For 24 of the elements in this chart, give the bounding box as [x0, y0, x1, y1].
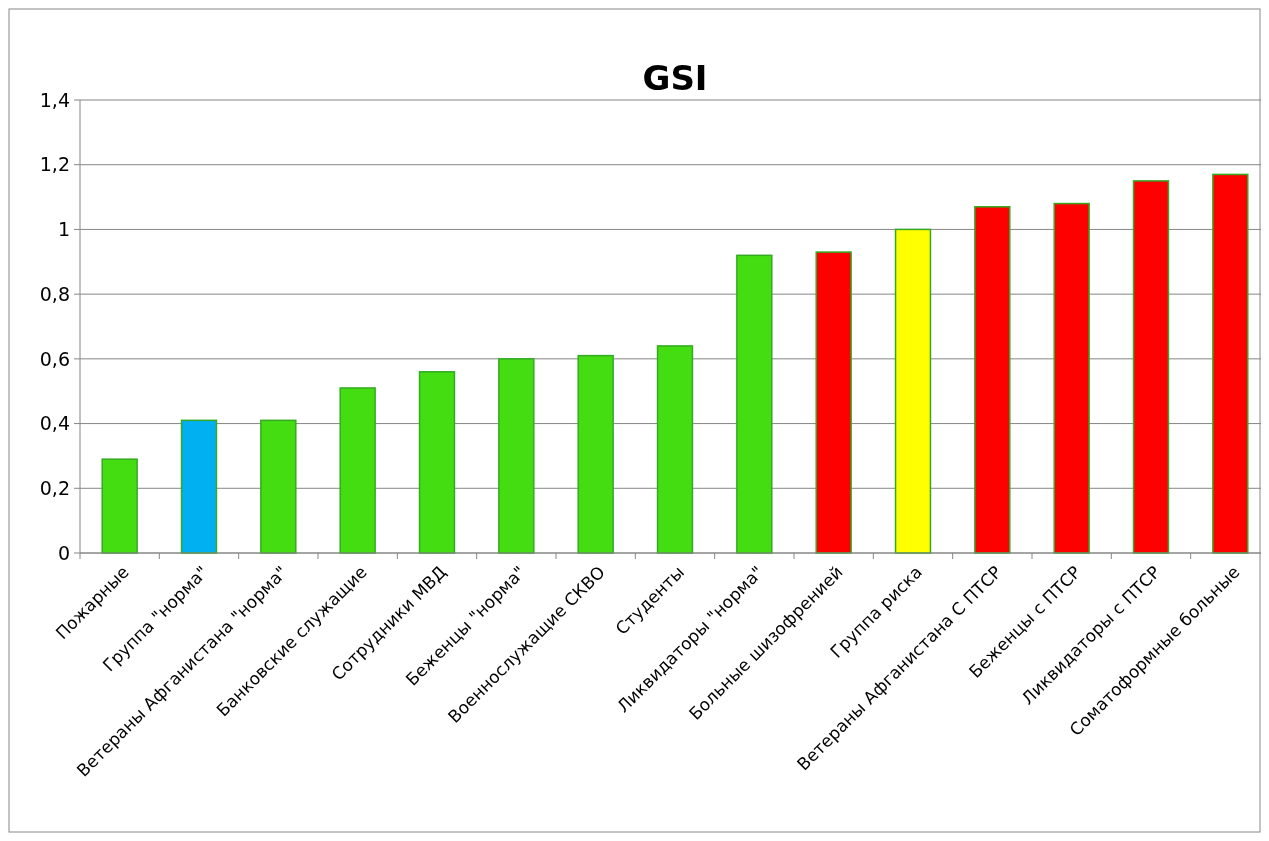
bar: [656, 345, 694, 554]
bar: [418, 371, 456, 554]
bar: [101, 458, 138, 554]
bar: [894, 228, 932, 554]
y-tick-label: 1: [57, 218, 70, 241]
y-tick-label: 0,6: [39, 347, 70, 370]
bar: [260, 419, 297, 554]
y-tick-label: 1,2: [39, 153, 70, 176]
y-tick-label: 1,4: [39, 88, 70, 111]
y-tick-label: 0,2: [39, 476, 70, 499]
y-tick-label: 0,4: [39, 412, 70, 435]
bar: [339, 387, 376, 554]
y-tick-label: 0: [57, 541, 70, 564]
bar: [1053, 202, 1090, 554]
y-tick-label: 0,8: [39, 282, 70, 305]
chart-title: GSI: [642, 58, 708, 98]
bar: [736, 254, 773, 554]
bar: [974, 206, 1011, 554]
bar: [1132, 180, 1170, 554]
bar: [1212, 173, 1249, 554]
bar: [577, 354, 614, 554]
bar: [180, 419, 218, 554]
bar: [498, 358, 535, 554]
bar: [815, 251, 852, 554]
